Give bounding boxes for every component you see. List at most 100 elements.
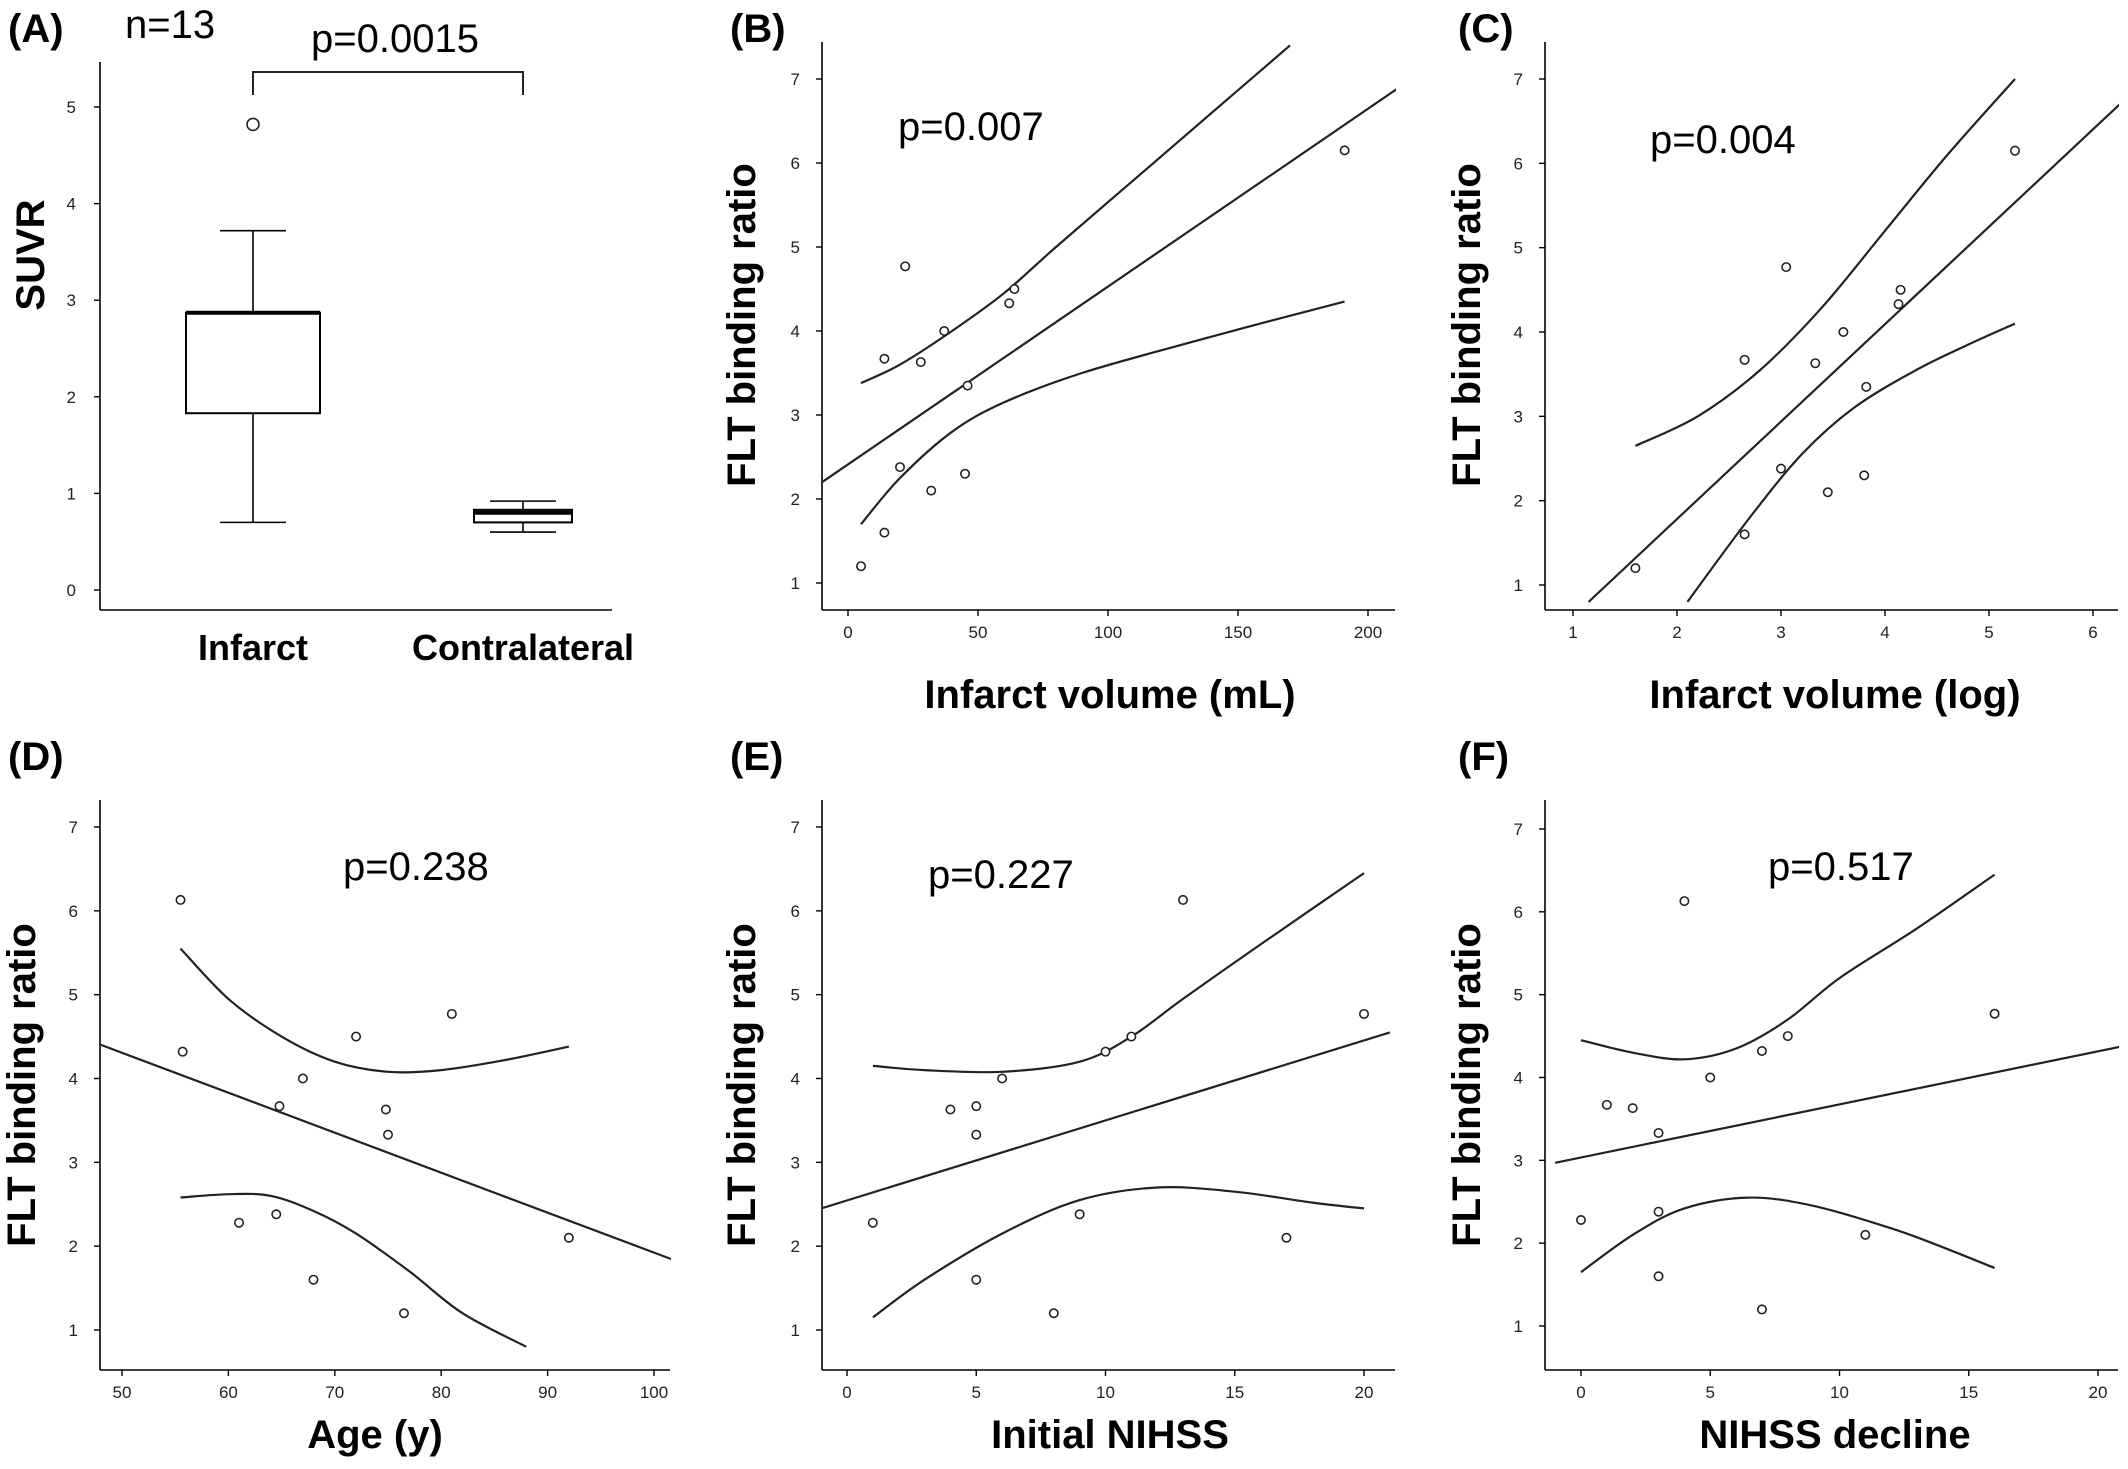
- data-point: [867, 1217, 878, 1228]
- data-point: [1281, 1232, 1292, 1243]
- y-tick-label: 3: [69, 1153, 78, 1172]
- y-tick-label: 7: [69, 818, 78, 837]
- y-tick-label: 1: [791, 574, 800, 593]
- x-tick-label: 15: [1225, 1383, 1244, 1402]
- x-axis-title: Infarct volume (log): [1649, 673, 2020, 717]
- panel-label: (A): [8, 7, 64, 51]
- y-tick-label: 7: [791, 818, 800, 837]
- fit-curves: [823, 872, 1391, 1319]
- data-point: [1861, 381, 1872, 392]
- data-point: [382, 1129, 393, 1140]
- y-axis-title: FLT binding ratio: [720, 163, 764, 487]
- y-tick-label: 2: [1514, 1234, 1523, 1253]
- y-tick-label: 4: [1514, 1069, 1523, 1088]
- x-tick-label: 50: [969, 623, 988, 642]
- ci-upper-curve: [872, 872, 1365, 1074]
- y-tick-label: 1: [1514, 576, 1523, 595]
- data-point: [351, 1031, 362, 1042]
- y-tick-label: 6: [1514, 154, 1523, 173]
- data-point: [962, 380, 973, 391]
- box-0: [185, 117, 321, 524]
- y-tick-label: 6: [791, 902, 800, 921]
- box-1: [473, 500, 573, 533]
- data-point: [271, 1209, 282, 1220]
- x-tick-label: 0: [1576, 1383, 1585, 1402]
- data-point: [563, 1232, 574, 1243]
- data-point: [234, 1217, 245, 1228]
- data-point: [1004, 298, 1015, 309]
- x-tick-label: 0: [842, 1383, 851, 1402]
- data-point: [1627, 1103, 1638, 1114]
- x-tick-label: 0: [843, 623, 852, 642]
- p-value: p=0.238: [343, 845, 489, 889]
- data-point: [915, 357, 926, 368]
- y-tick-label: 1: [67, 484, 76, 503]
- y-axis-title: FLT binding ratio: [0, 923, 44, 1247]
- data-point: [1838, 326, 1849, 337]
- data-point: [274, 1101, 285, 1112]
- x-tick-label: 5: [1706, 1383, 1715, 1402]
- fit-curves: [1554, 873, 2119, 1274]
- x-tick-label: 10: [1830, 1383, 1849, 1402]
- panel-0: (A) 0 1 2 3 4 5 SUVR n=13 Infarct Contralateral p=0…: [8, 3, 634, 668]
- data-point: [1601, 1099, 1612, 1110]
- regression-line: [823, 1031, 1391, 1210]
- p-value: p=0.007: [898, 105, 1044, 149]
- y-tick-label: 6: [791, 154, 800, 173]
- y-tick-label: 5: [1514, 239, 1523, 258]
- x-axis-title: Infarct volume (mL): [924, 673, 1295, 717]
- y-tick-label: 5: [1514, 986, 1523, 1005]
- y-tick-label: 2: [1514, 492, 1523, 511]
- x-tick-label: 90: [538, 1383, 557, 1402]
- panel-2: (C) 1 2 3 4 5 6 7 1 2 3 4 5 6 FLT binding ratio Infarct…: [1445, 7, 2119, 717]
- data-point: [1009, 283, 1020, 294]
- y-tick-label: 3: [67, 291, 76, 310]
- y-tick-label: 3: [1514, 1151, 1523, 1170]
- category-label: Infarct: [198, 627, 308, 668]
- data-point: [1739, 354, 1750, 365]
- data-point: [1859, 470, 1870, 481]
- ci-lower-curve: [1686, 322, 2016, 603]
- ci-upper-curve: [179, 947, 570, 1074]
- y-axis-title: FLT binding ratio: [720, 923, 764, 1247]
- y-tick-label: 2: [791, 1237, 800, 1256]
- y-tick-label: 1: [69, 1321, 78, 1340]
- y-tick-label: 5: [791, 238, 800, 257]
- y-tick-label: 1: [1514, 1317, 1523, 1336]
- panel-4: (E) 1 2 3 4 5 6 7 0 5 10 15 20 FLT binding ratio Initi…: [720, 735, 1395, 1457]
- fit-curves: [101, 947, 671, 1348]
- data-point: [297, 1073, 308, 1084]
- data-point: [1126, 1031, 1137, 1042]
- ci-lower-curve: [1580, 1196, 1996, 1274]
- ci-upper-curve: [1580, 873, 1996, 1061]
- regression-line: [101, 1043, 671, 1261]
- data-point: [1705, 1072, 1716, 1083]
- data-point: [1860, 1229, 1871, 1240]
- data-point: [945, 1104, 956, 1115]
- data-point: [1781, 262, 1792, 273]
- data-point: [900, 261, 911, 272]
- data-point: [1782, 1031, 1793, 1042]
- y-tick-label: 5: [791, 986, 800, 1005]
- regression-line: [1554, 1045, 2119, 1164]
- regression-line: [823, 88, 1396, 483]
- y-axis-title: FLT binding ratio: [1445, 923, 1489, 1247]
- panel-3: (D) 1 2 3 4 5 6 7 50 60 70 80 90 100 FLT binding ratio…: [0, 735, 671, 1457]
- y-tick-label: 0: [67, 581, 76, 600]
- y-tick-label: 2: [67, 388, 76, 407]
- data-point: [1810, 358, 1821, 369]
- data-point: [1756, 1304, 1767, 1315]
- data-point: [879, 353, 890, 364]
- data-point: [175, 894, 186, 905]
- panel-label: (D): [8, 735, 64, 779]
- y-tick-label: 6: [69, 902, 78, 921]
- data-point: [1653, 1271, 1664, 1282]
- ci-lower-curve: [180, 1192, 527, 1348]
- significance-bracket: [252, 71, 524, 95]
- y-tick-label: 2: [69, 1237, 78, 1256]
- x-tick-label: 1: [1568, 623, 1577, 642]
- data-point: [380, 1104, 391, 1115]
- y-tick-label: 7: [1514, 820, 1523, 839]
- x-tick-label: 70: [325, 1383, 344, 1402]
- p-value: p=0.004: [1650, 118, 1796, 162]
